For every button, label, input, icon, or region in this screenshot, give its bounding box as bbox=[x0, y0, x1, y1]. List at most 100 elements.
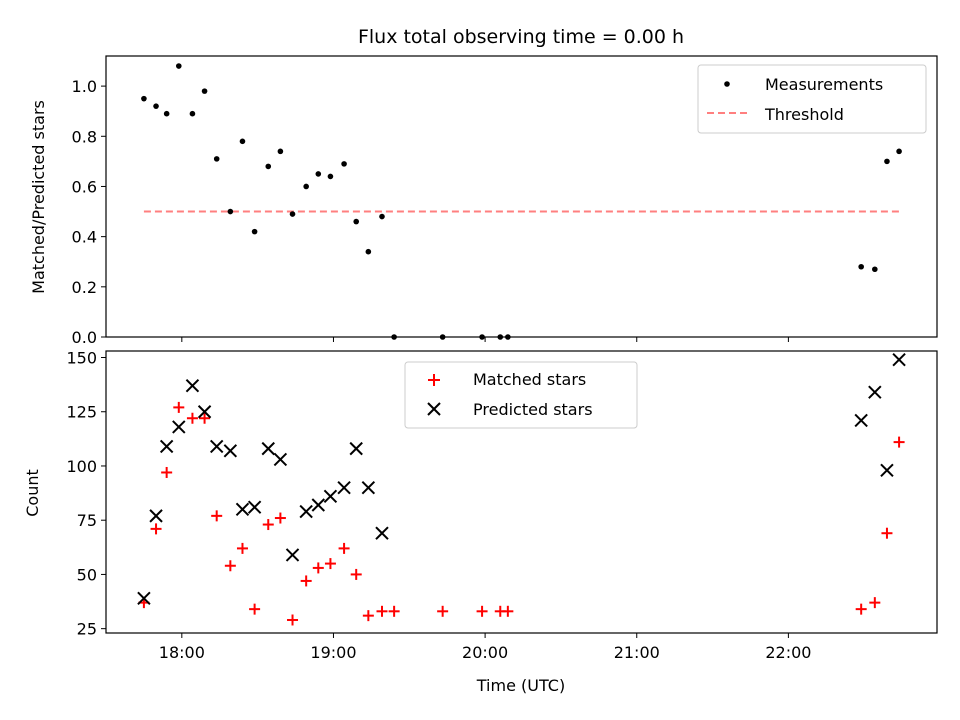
measurement-point bbox=[303, 183, 309, 190]
measurement-point bbox=[277, 148, 284, 155]
matched-star-point bbox=[300, 575, 312, 587]
ratio-panel: Flux total observing time = 0.00 h Match… bbox=[29, 26, 938, 347]
bottom-y-ticks: 25 50 75 100 125 150 bbox=[66, 349, 106, 639]
matched-star-point bbox=[388, 605, 400, 617]
legend-predicted-marker bbox=[427, 402, 441, 416]
measurement-point bbox=[379, 213, 385, 220]
bottom-data-marks bbox=[137, 352, 906, 626]
matched-star-point bbox=[236, 542, 248, 554]
x-tick-label: 19:00 bbox=[310, 643, 356, 662]
predicted-star-point bbox=[149, 509, 163, 523]
matched-star-point bbox=[224, 560, 236, 572]
matched-star-point bbox=[249, 603, 261, 615]
measurement-point bbox=[227, 208, 234, 215]
top-legend: Measurements Threshold bbox=[697, 64, 927, 134]
predicted-star-point bbox=[361, 480, 376, 495]
predicted-star-point bbox=[197, 405, 212, 419]
measurement-point bbox=[239, 138, 246, 145]
predicted-star-point bbox=[854, 413, 868, 428]
measurement-point bbox=[884, 158, 890, 165]
x-tick-label: 20:00 bbox=[462, 643, 508, 662]
measurement-point bbox=[315, 171, 322, 177]
top-y-tick-label: 0.2 bbox=[72, 278, 97, 297]
predicted-star-point bbox=[209, 439, 224, 454]
predicted-star-point bbox=[868, 385, 882, 399]
top-y-tick-label: 0.0 bbox=[72, 328, 97, 347]
bottom-y-axis-label: Count bbox=[23, 469, 42, 517]
measurement-point bbox=[353, 218, 360, 225]
measurement-point bbox=[896, 148, 902, 155]
matched-star-point bbox=[855, 603, 867, 615]
measurement-point bbox=[163, 110, 170, 117]
x-axis-label: Time (UTC) bbox=[476, 676, 565, 695]
predicted-star-point bbox=[235, 502, 250, 517]
top-y-tick-label: 0.8 bbox=[72, 127, 97, 146]
measurement-point bbox=[365, 248, 372, 255]
count-panel: Count Time (UTC) 25 50 75 100 125 150 18:00 19… bbox=[23, 349, 938, 695]
legend-matched-label: Matched stars bbox=[473, 370, 586, 389]
bottom-y-tick-label: 75 bbox=[77, 511, 97, 530]
measurement-point bbox=[213, 156, 220, 162]
predicted-star-point bbox=[247, 500, 262, 514]
matched-star-point bbox=[437, 605, 449, 617]
matched-star-point bbox=[324, 558, 336, 570]
matched-star-point bbox=[376, 605, 388, 617]
measurement-point bbox=[327, 173, 334, 180]
bottom-y-tick-label: 150 bbox=[66, 349, 97, 368]
predicted-star-point bbox=[261, 441, 275, 456]
matched-star-point bbox=[869, 597, 881, 609]
measurement-point bbox=[189, 110, 196, 117]
predicted-star-point bbox=[172, 420, 186, 434]
measurement-point bbox=[141, 95, 147, 102]
matched-star-point bbox=[476, 605, 488, 617]
measurement-point bbox=[175, 63, 182, 69]
matched-star-point bbox=[312, 562, 324, 574]
matched-star-point bbox=[287, 614, 299, 626]
legend-measurements-marker bbox=[724, 81, 730, 87]
measurement-point bbox=[201, 88, 208, 94]
chart-title: Flux total observing time = 0.00 h bbox=[358, 26, 684, 48]
matched-star-point bbox=[173, 401, 185, 413]
matched-star-point bbox=[161, 466, 173, 478]
measurement-point bbox=[872, 266, 878, 273]
matched-star-point bbox=[350, 568, 362, 580]
measurement-point bbox=[289, 211, 296, 217]
matched-star-point bbox=[502, 605, 514, 617]
top-y-tick-label: 0.4 bbox=[72, 228, 97, 247]
legend-predicted-label: Predicted stars bbox=[473, 400, 593, 419]
measurement-point bbox=[858, 263, 864, 270]
matched-star-point bbox=[893, 436, 905, 448]
bottom-y-tick-label: 25 bbox=[77, 620, 97, 639]
matched-star-point bbox=[262, 519, 274, 531]
measurement-point bbox=[153, 103, 159, 109]
predicted-star-point bbox=[880, 463, 894, 478]
bottom-y-tick-label: 50 bbox=[77, 565, 97, 584]
matched-star-point bbox=[186, 412, 198, 424]
legend-measurements-label: Measurements bbox=[765, 75, 883, 94]
predicted-star-point bbox=[137, 591, 151, 605]
top-y-tick-label: 1.0 bbox=[72, 77, 97, 96]
predicted-star-point bbox=[323, 489, 338, 504]
predicted-star-point bbox=[285, 548, 300, 562]
top-y-axis-label: Matched/Predicted stars bbox=[29, 100, 48, 294]
matched-star-point bbox=[881, 527, 893, 539]
predicted-star-point bbox=[349, 441, 363, 456]
predicted-star-point bbox=[311, 498, 326, 512]
x-tick-label: 18:00 bbox=[159, 643, 205, 662]
measurement-point bbox=[341, 161, 347, 167]
top-y-ticks: 0.0 0.2 0.4 0.6 0.8 1.0 bbox=[72, 77, 106, 347]
predicted-star-point bbox=[375, 526, 389, 540]
x-tick-label: 22:00 bbox=[765, 643, 811, 662]
legend-matched-marker bbox=[428, 374, 440, 386]
matched-star-point bbox=[150, 523, 162, 535]
top-axes-frame bbox=[105, 55, 938, 338]
predicted-star-point bbox=[299, 504, 313, 519]
matched-star-point bbox=[274, 512, 286, 524]
predicted-star-point bbox=[223, 444, 238, 458]
measurement-point bbox=[265, 163, 272, 170]
bottom-y-tick-label: 100 bbox=[66, 457, 97, 476]
bottom-axes-frame bbox=[105, 350, 938, 634]
top-data-marks bbox=[141, 63, 902, 340]
matched-star-point bbox=[211, 510, 223, 522]
